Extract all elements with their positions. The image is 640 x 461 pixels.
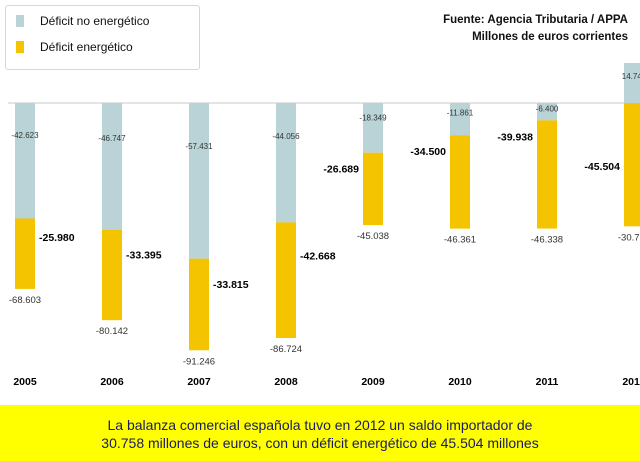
year-label: 2010 xyxy=(448,376,472,388)
label-energy: -26.689 xyxy=(323,164,359,176)
label-total: -86.724 xyxy=(270,344,302,355)
legend-label-energy: Déficit energético xyxy=(40,40,133,54)
units-line: Millones de euros corrientes xyxy=(472,31,628,43)
legend: Déficit no energético Déficit energético xyxy=(5,5,200,70)
label-non-energy: -42.623 xyxy=(11,131,39,140)
bar-energy xyxy=(537,120,557,229)
source-line: Fuente: Agencia Tributaria / APPA xyxy=(443,14,628,26)
bar-energy xyxy=(15,218,35,289)
source-note: Fuente: Agencia Tributaria / APPA Millon… xyxy=(443,12,628,46)
bar-non-energy xyxy=(450,103,470,136)
label-energy: -25.980 xyxy=(39,232,75,244)
legend-swatch-energy xyxy=(16,41,24,53)
label-non-energy: -44.056 xyxy=(272,132,300,141)
legend-label-non-energy: Déficit no energético xyxy=(40,14,150,28)
bar-non-energy xyxy=(363,103,383,153)
label-total: -30.758 xyxy=(618,232,640,243)
year-label: 2006 xyxy=(100,376,124,388)
label-energy: -33.815 xyxy=(213,279,249,291)
bar-non-energy xyxy=(102,103,122,230)
label-total: -45.038 xyxy=(357,231,389,242)
bar-non-energy xyxy=(15,103,35,219)
label-energy: -45.504 xyxy=(584,161,620,173)
label-non-energy: -57.431 xyxy=(185,142,213,151)
bar-energy xyxy=(276,222,296,339)
label-total: -46.338 xyxy=(531,235,563,246)
bar-energy xyxy=(624,103,640,227)
legend-swatch-non-energy xyxy=(16,15,24,27)
year-label: 2005 xyxy=(13,376,37,388)
label-energy: -34.500 xyxy=(410,146,446,158)
label-energy: -39.938 xyxy=(497,131,533,143)
bar-non-energy xyxy=(189,103,209,259)
year-label: 2009 xyxy=(361,376,385,388)
bar-energy xyxy=(189,258,209,351)
year-label: 2007 xyxy=(187,376,211,388)
legend-item-energy: Déficit energético xyxy=(16,40,133,54)
label-non-energy: 14.746 xyxy=(622,72,640,81)
label-non-energy: -18.349 xyxy=(359,113,387,122)
bar-non-energy xyxy=(624,63,640,103)
bar-energy xyxy=(102,229,122,321)
caption-banner: La balanza comercial española tuvo en 20… xyxy=(0,405,640,461)
year-label: 2012 xyxy=(622,376,640,388)
bar-energy xyxy=(450,135,470,229)
bar-non-energy xyxy=(276,103,296,223)
label-total: -80.142 xyxy=(96,326,128,337)
legend-item-non-energy: Déficit no energético xyxy=(16,14,149,28)
year-label: 2011 xyxy=(536,376,559,388)
label-total: -68.603 xyxy=(9,295,41,306)
label-non-energy: -11.861 xyxy=(447,109,474,118)
bar-energy xyxy=(363,152,383,226)
label-total: -91.246 xyxy=(183,356,215,367)
bar-non-energy xyxy=(537,103,557,121)
label-total: -46.361 xyxy=(444,235,476,246)
trade-balance-chart: -42.623 -25.980 -68.603 2005 -46.747 -33.395 -… xyxy=(8,63,640,388)
label-energy: -42.668 xyxy=(300,250,336,262)
year-label: 2008 xyxy=(274,376,298,388)
label-non-energy: -46.747 xyxy=(98,134,126,143)
caption-line-2: 30.758 millones de euros, con un déficit… xyxy=(101,435,539,451)
label-non-energy: -6.400 xyxy=(536,105,559,114)
caption-line-1: La balanza comercial española tuvo en 20… xyxy=(107,417,533,433)
label-energy: -33.395 xyxy=(126,250,162,262)
